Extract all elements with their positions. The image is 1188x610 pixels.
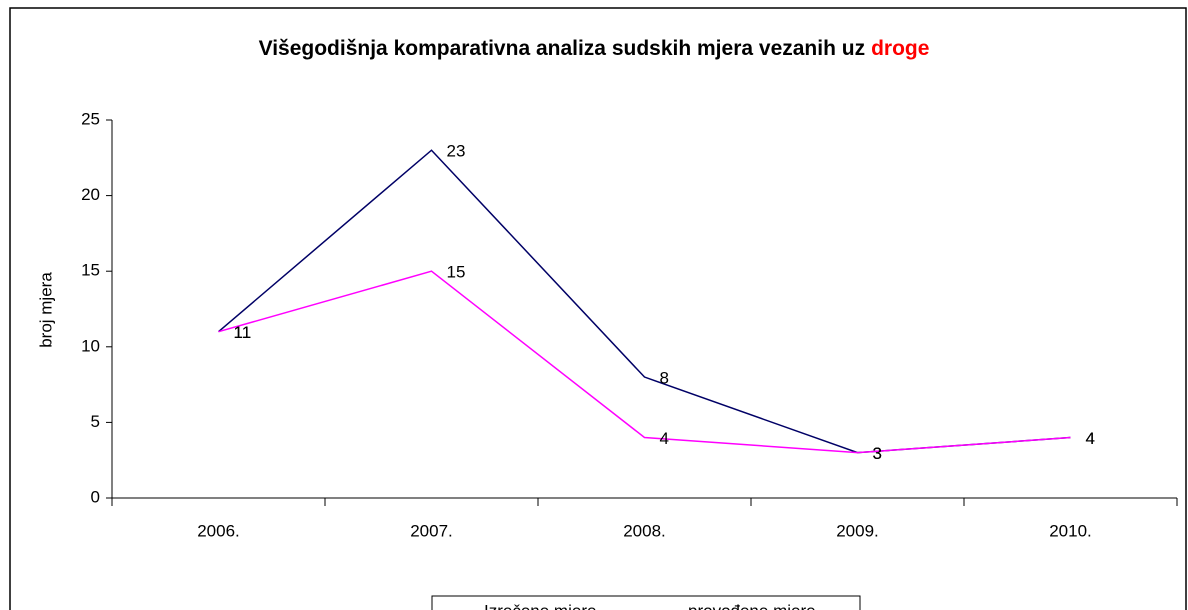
y-tick-label: 25 xyxy=(81,109,100,128)
y-tick-label: 15 xyxy=(81,261,100,280)
y-axis-label: broj mjera xyxy=(36,272,55,348)
chart-frame xyxy=(9,7,1187,610)
data-label: 3 xyxy=(873,444,882,463)
y-tick-label: 10 xyxy=(81,336,100,355)
title-highlight: droge xyxy=(871,37,929,60)
data-label: 15 xyxy=(447,263,466,282)
legend-label: Izrečene mjere xyxy=(484,601,596,610)
y-tick-label: 0 xyxy=(91,487,100,506)
title-main: Višegodišnja komparativna analiza sudski… xyxy=(259,37,866,60)
data-label: 4 xyxy=(1086,429,1095,448)
legend-label: provođene mjere xyxy=(688,601,816,610)
data-label: 3 xyxy=(873,444,882,463)
data-label: 23 xyxy=(447,142,466,161)
x-tick-label: 2008. xyxy=(623,521,666,540)
x-tick-label: 2010. xyxy=(1049,521,1092,540)
data-label: 8 xyxy=(660,369,669,388)
data-label: 4 xyxy=(660,429,669,448)
y-tick-label: 20 xyxy=(81,185,100,204)
x-tick-label: 2006. xyxy=(197,521,240,540)
y-tick-label: 5 xyxy=(91,412,100,431)
line-series xyxy=(218,270,1071,454)
x-tick-label: 2007. xyxy=(410,521,453,540)
data-label: 4 xyxy=(1086,429,1095,448)
data-label: 11 xyxy=(234,323,252,342)
chart-title: Višegodišnja komparativna analiza sudski… xyxy=(259,37,930,60)
data-label: 11 xyxy=(234,323,252,342)
x-tick-label: 2009. xyxy=(836,521,879,540)
legend-box xyxy=(431,595,861,610)
